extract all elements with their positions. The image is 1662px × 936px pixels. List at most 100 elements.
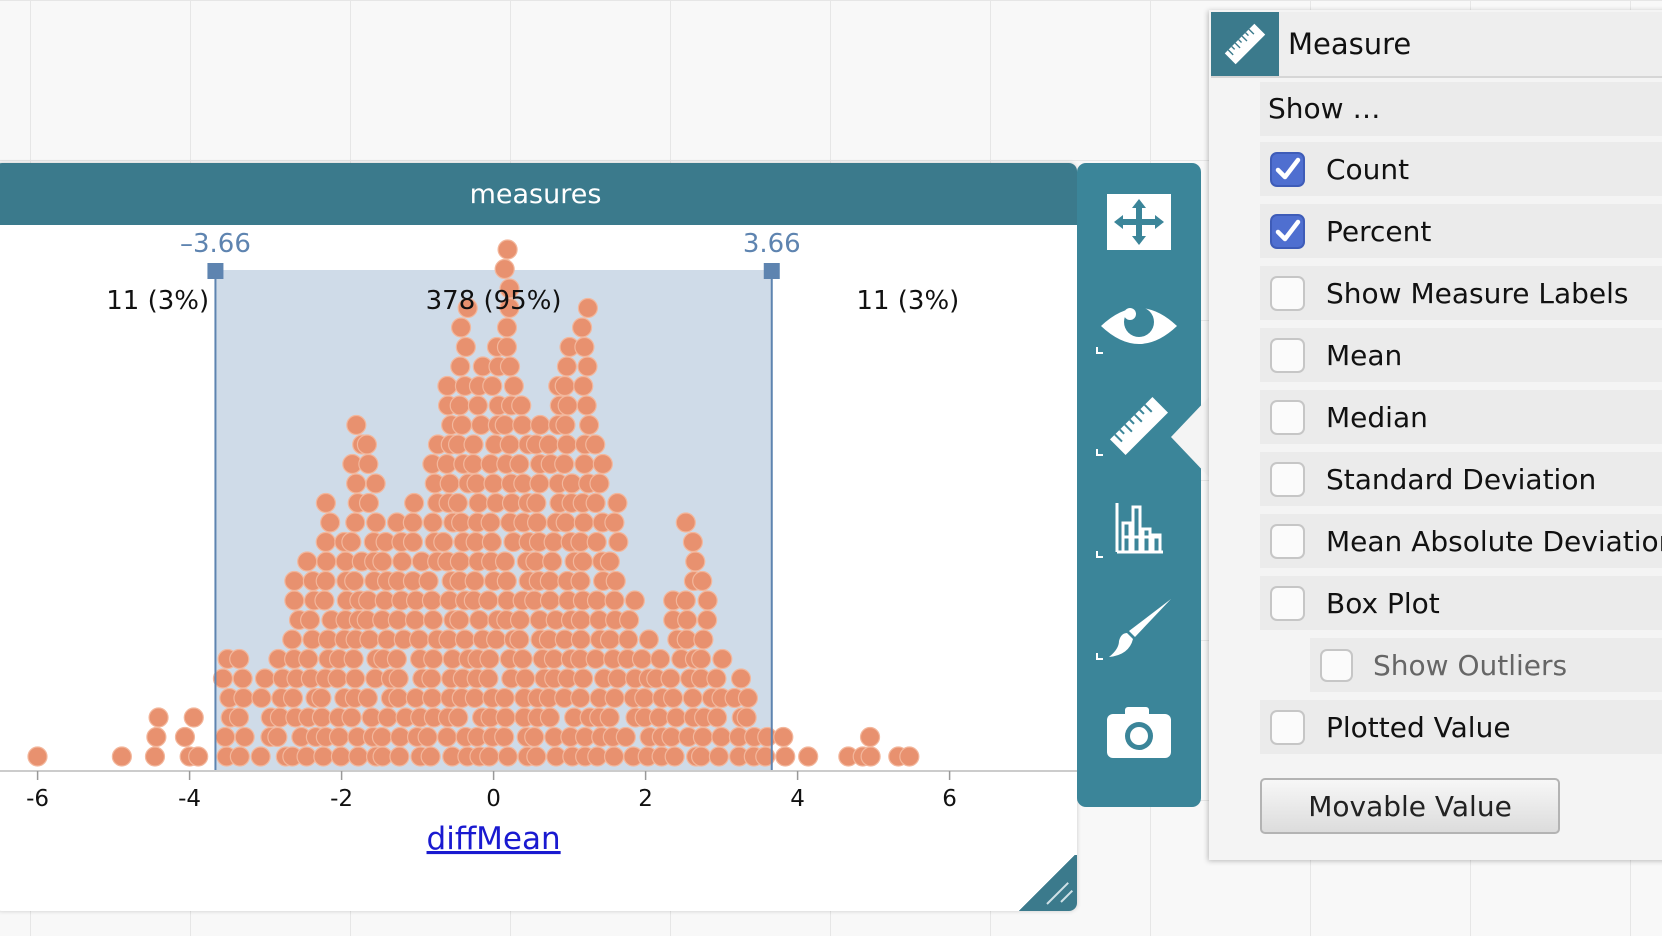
data-point[interactable] bbox=[466, 473, 487, 494]
data-point[interactable] bbox=[556, 434, 577, 455]
data-point[interactable] bbox=[711, 726, 732, 748]
data-point[interactable] bbox=[479, 746, 500, 767]
data-point[interactable] bbox=[677, 609, 698, 631]
data-point[interactable] bbox=[585, 648, 606, 670]
data-point[interactable] bbox=[311, 707, 332, 728]
data-point[interactable] bbox=[482, 375, 503, 397]
data-point[interactable] bbox=[692, 726, 714, 748]
data-point[interactable] bbox=[860, 746, 881, 767]
data-point[interactable] bbox=[571, 317, 593, 338]
data-point[interactable] bbox=[372, 746, 393, 767]
data-point[interactable] bbox=[450, 317, 472, 338]
data-point[interactable] bbox=[320, 512, 341, 533]
tool-measure[interactable] bbox=[1077, 374, 1201, 478]
data-point[interactable] bbox=[464, 570, 485, 592]
data-point[interactable] bbox=[402, 531, 424, 553]
data-point[interactable] bbox=[712, 648, 733, 670]
data-point[interactable] bbox=[183, 707, 204, 728]
data-point[interactable] bbox=[515, 668, 536, 689]
data-point[interactable] bbox=[697, 590, 718, 611]
data-point[interactable] bbox=[570, 609, 592, 631]
data-point[interactable] bbox=[421, 668, 442, 689]
data-point[interactable] bbox=[542, 551, 563, 572]
data-point[interactable] bbox=[499, 434, 520, 455]
data-point[interactable] bbox=[675, 590, 696, 611]
data-point[interactable] bbox=[433, 531, 454, 553]
data-point[interactable] bbox=[631, 648, 653, 670]
data-point[interactable] bbox=[603, 746, 625, 767]
data-point[interactable] bbox=[859, 726, 881, 748]
data-point[interactable] bbox=[284, 570, 305, 592]
data-point[interactable] bbox=[682, 687, 703, 709]
data-point[interactable] bbox=[228, 707, 250, 728]
data-point[interactable] bbox=[554, 375, 575, 397]
show-outliers-checkbox[interactable] bbox=[1320, 648, 1353, 682]
data-point[interactable] bbox=[404, 609, 426, 631]
data-point[interactable] bbox=[409, 629, 430, 650]
data-point[interactable] bbox=[691, 648, 712, 670]
data-point[interactable] bbox=[144, 746, 166, 767]
option-plotted-value[interactable]: Plotted Value bbox=[1260, 700, 1662, 754]
data-point[interactable] bbox=[313, 746, 334, 767]
data-point[interactable] bbox=[586, 531, 607, 553]
data-point[interactable] bbox=[556, 356, 578, 377]
data-point[interactable] bbox=[365, 512, 387, 533]
data-point[interactable] bbox=[543, 648, 565, 670]
data-point[interactable] bbox=[570, 629, 591, 650]
option-standard-deviation[interactable]: Standard Deviation bbox=[1260, 452, 1662, 506]
data-point[interactable] bbox=[359, 629, 380, 650]
tool-format[interactable] bbox=[1077, 476, 1201, 580]
data-point[interactable] bbox=[607, 492, 628, 514]
data-point[interactable] bbox=[692, 570, 713, 592]
data-point[interactable] bbox=[390, 726, 411, 748]
data-point[interactable] bbox=[899, 746, 920, 767]
option-percent[interactable]: Percent bbox=[1260, 204, 1662, 258]
data-point[interactable] bbox=[608, 531, 629, 553]
data-point[interactable] bbox=[344, 570, 365, 592]
data-point[interactable] bbox=[418, 570, 439, 592]
data-point[interactable] bbox=[229, 746, 250, 767]
data-point[interactable] bbox=[469, 609, 490, 631]
data-point[interactable] bbox=[543, 531, 564, 553]
data-point[interactable] bbox=[314, 590, 335, 611]
data-point[interactable] bbox=[345, 512, 366, 533]
data-point[interactable] bbox=[357, 687, 378, 709]
data-point[interactable] bbox=[229, 648, 250, 670]
data-point[interactable] bbox=[233, 687, 254, 709]
data-point[interactable] bbox=[494, 414, 515, 436]
data-point[interactable] bbox=[638, 629, 659, 650]
data-point[interactable] bbox=[215, 726, 236, 748]
data-point[interactable] bbox=[346, 473, 367, 494]
data-point[interactable] bbox=[282, 629, 303, 650]
data-point[interactable] bbox=[315, 531, 336, 553]
data-point[interactable] bbox=[577, 356, 598, 377]
data-point[interactable] bbox=[251, 687, 272, 709]
data-point[interactable] bbox=[554, 453, 575, 475]
data-point[interactable] bbox=[599, 629, 621, 650]
option-mean-absolute-deviation[interactable]: Mean Absolute Deviation bbox=[1260, 514, 1662, 568]
data-point[interactable] bbox=[174, 726, 196, 748]
data-point[interactable] bbox=[417, 726, 438, 748]
data-point[interactable] bbox=[618, 629, 639, 650]
standard-deviation-checkbox[interactable] bbox=[1270, 461, 1305, 497]
data-point[interactable] bbox=[615, 726, 636, 748]
data-point[interactable] bbox=[392, 551, 413, 572]
data-point[interactable] bbox=[330, 746, 352, 767]
data-point[interactable] bbox=[358, 453, 379, 475]
data-point[interactable] bbox=[457, 297, 478, 319]
data-point[interactable] bbox=[470, 414, 492, 436]
data-point[interactable] bbox=[478, 668, 499, 689]
plotted-value-checkbox[interactable] bbox=[1270, 709, 1305, 745]
option-median[interactable]: Median bbox=[1260, 390, 1662, 444]
resize-handle[interactable] bbox=[1017, 855, 1077, 911]
data-point[interactable] bbox=[496, 317, 518, 338]
data-point[interactable] bbox=[348, 746, 369, 767]
data-point[interactable] bbox=[371, 726, 393, 748]
data-point[interactable] bbox=[315, 570, 336, 592]
data-point[interactable] bbox=[343, 648, 364, 670]
data-point[interactable] bbox=[316, 551, 337, 572]
movable-value-label[interactable]: –3.66 bbox=[180, 229, 251, 259]
data-point[interactable] bbox=[495, 707, 516, 728]
data-point[interactable] bbox=[372, 551, 393, 572]
data-point[interactable] bbox=[512, 414, 533, 436]
